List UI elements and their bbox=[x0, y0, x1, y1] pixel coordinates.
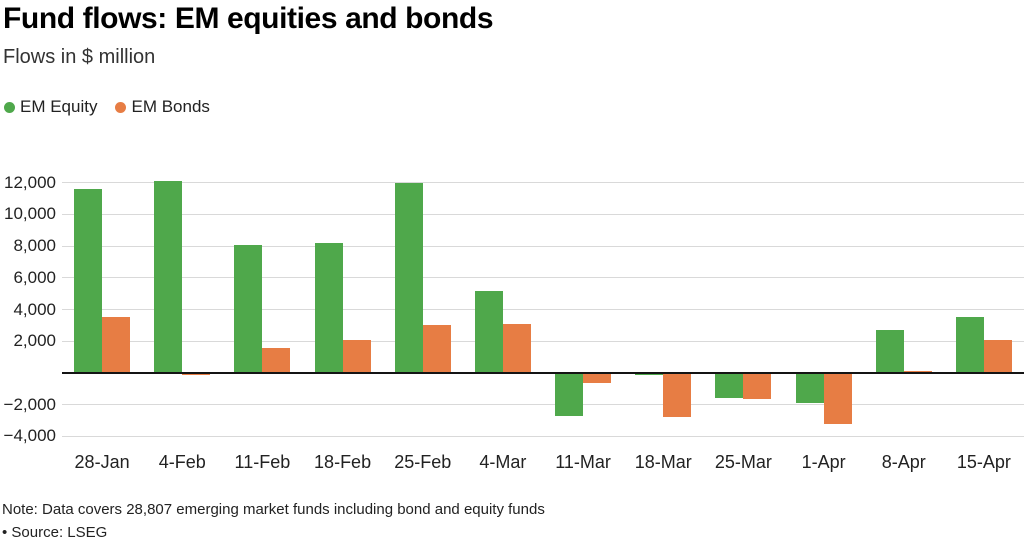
bar-em-equity-8-apr bbox=[875, 330, 904, 373]
legend-dot-em-equity-icon bbox=[4, 101, 15, 113]
y-tick-label-12-000: 12,000 bbox=[4, 172, 56, 192]
bar-em-equity-11-mar bbox=[555, 372, 584, 416]
bar-em-bonds-8-apr bbox=[903, 370, 932, 373]
gridline-6-000 bbox=[62, 277, 1024, 279]
bar-em-bonds-11-mar bbox=[583, 372, 612, 384]
bar-em-bonds-25-feb bbox=[422, 325, 451, 373]
bar-em-bonds-18-feb bbox=[342, 339, 371, 373]
x-tick-label-18-feb: 18-Feb bbox=[314, 452, 372, 472]
x-axis-zero-line bbox=[62, 371, 1024, 374]
x-tick-label-28-jan: 28-Jan bbox=[74, 452, 130, 472]
bar-em-equity-18-mar bbox=[635, 372, 664, 376]
y-tick-label--4-000: −4,000 bbox=[3, 426, 56, 446]
source-line: • Source: LSEG bbox=[2, 524, 108, 541]
x-tick-label-1-apr: 1-Apr bbox=[801, 452, 846, 472]
x-tick-label-11-feb: 11-Feb bbox=[234, 452, 291, 472]
x-tick-label-8-apr: 8-Apr bbox=[881, 452, 926, 472]
bar-em-equity-4-feb bbox=[154, 181, 183, 373]
y-tick-label-6-000: 6,000 bbox=[13, 267, 56, 287]
gridline-8-000 bbox=[62, 245, 1024, 247]
x-tick-label-18-mar: 18-Mar bbox=[634, 452, 692, 472]
x-tick-label-25-feb: 25-Feb bbox=[394, 452, 452, 472]
plot-area: 12,000 10,000 8,000 6,000 4,000 2,000 −2,000 −4… bbox=[0, 170, 1024, 445]
x-tick-label-11-mar: 11-Mar bbox=[555, 452, 611, 472]
x-tick-label-4-mar: 4-Mar bbox=[479, 452, 527, 472]
bar-em-equity-25-feb bbox=[394, 182, 423, 373]
y-tick-label--2-000: −2,000 bbox=[3, 394, 56, 414]
y-tick-label-8-000: 8,000 bbox=[13, 236, 56, 256]
bar-em-bonds-18-mar bbox=[663, 372, 692, 418]
legend-label-em-equity: EM Equity bbox=[20, 97, 98, 116]
bar-em-bonds-11-feb bbox=[262, 347, 291, 373]
x-tick-label-15-apr: 15-Apr bbox=[956, 452, 1011, 472]
chart-subtitle: Flows in $ million bbox=[3, 46, 156, 68]
legend-dot-em-bonds-icon bbox=[115, 101, 127, 113]
bar-em-bonds-25-mar bbox=[743, 372, 772, 400]
bar-em-bonds-15-apr bbox=[983, 339, 1012, 373]
bar-em-bonds-28-jan bbox=[102, 317, 131, 373]
bar-em-equity-25-mar bbox=[715, 372, 744, 399]
gridline-2-000 bbox=[62, 340, 1024, 342]
bar-em-equity-1-apr bbox=[795, 372, 824, 404]
bar-em-equity-18-feb bbox=[314, 242, 343, 373]
bar-em-equity-4-mar bbox=[474, 290, 503, 373]
x-tick-label-4-feb: 4-Feb bbox=[158, 452, 206, 472]
legend: EM Equity EM Bonds bbox=[4, 97, 210, 117]
chart-title: Fund flows: EM equities and bonds bbox=[3, 2, 494, 35]
bar-em-bonds-4-mar bbox=[502, 323, 531, 373]
gridline-4-000 bbox=[62, 309, 1024, 311]
footnote: Note: Data covers 28,807 emerging market… bbox=[2, 501, 545, 518]
gridline--4-000 bbox=[62, 435, 1024, 437]
bar-em-bonds-1-apr bbox=[823, 372, 852, 424]
bar-em-equity-28-jan bbox=[74, 189, 103, 373]
x-tick-label-25-mar: 25-Mar bbox=[714, 452, 772, 472]
y-tick-label-10-000: 10,000 bbox=[4, 204, 56, 224]
legend-item-em-equity: EM Equity bbox=[4, 97, 97, 117]
gridline--2-000 bbox=[62, 404, 1024, 406]
gridline-10-000 bbox=[62, 213, 1024, 215]
y-tick-label-4-000: 4,000 bbox=[13, 299, 56, 319]
y-tick-label-2-000: 2,000 bbox=[13, 331, 56, 351]
legend-label-em-bonds: EM Bonds bbox=[131, 97, 210, 116]
bar-em-equity-11-feb bbox=[234, 244, 263, 373]
legend-item-em-bonds: EM Bonds bbox=[115, 97, 210, 117]
bar-em-equity-15-apr bbox=[955, 316, 984, 373]
gridline-12-000 bbox=[62, 182, 1024, 184]
